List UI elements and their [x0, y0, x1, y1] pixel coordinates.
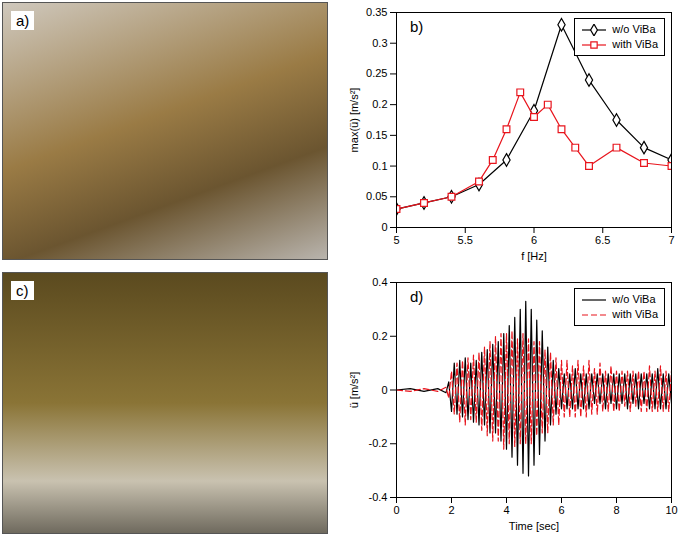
svg-text:f [Hz]: f [Hz] [521, 250, 547, 262]
html-text:with ViBa: with ViBa [612, 38, 658, 50]
svg-text:0.1: 0.1 [372, 160, 387, 172]
svg-text:0: 0 [381, 221, 387, 233]
html-text:d): d) [410, 288, 424, 305]
svg-text:5: 5 [393, 234, 399, 246]
svg-text:4: 4 [503, 504, 509, 516]
svg-text:0.2: 0.2 [372, 330, 387, 342]
svg-text:0.35: 0.35 [366, 6, 387, 18]
svg-text:0.15: 0.15 [366, 129, 387, 141]
svg-text:ü [m/s²]: ü [m/s²] [348, 372, 360, 409]
html-text:w/o ViBa: w/o ViBa [612, 23, 656, 35]
svg-text:6.5: 6.5 [595, 234, 610, 246]
svg-text:0: 0 [393, 504, 399, 516]
html-text:w/o ViBa: w/o ViBa [612, 293, 656, 305]
html-text:b): b) [410, 18, 424, 35]
svg-text:0.2: 0.2 [372, 98, 387, 110]
svg-text:6: 6 [558, 504, 564, 516]
svg-text:5.5: 5.5 [458, 234, 473, 246]
html-text:with ViBa: with ViBa [612, 308, 658, 320]
svg-text:max(ü) [m/s²]: max(ü) [m/s²] [348, 88, 360, 153]
svg-text:-0.2: -0.2 [369, 437, 388, 449]
svg-text:8: 8 [613, 504, 619, 516]
svg-text:0.3: 0.3 [372, 37, 387, 49]
svg-text:0.4: 0.4 [372, 276, 387, 288]
html-text:a): a) [16, 12, 30, 29]
html-text:c): c) [16, 282, 29, 299]
svg-text:2: 2 [448, 504, 454, 516]
svg-text:7: 7 [668, 234, 674, 246]
svg-text:-0.4: -0.4 [369, 491, 388, 503]
svg-text:0.05: 0.05 [366, 190, 387, 202]
svg-text:0.25: 0.25 [366, 67, 387, 79]
svg-text:Time [sec]: Time [sec] [509, 520, 559, 532]
svg-text:0: 0 [381, 384, 387, 396]
svg-text:10: 10 [665, 504, 677, 516]
svg-text:6: 6 [531, 234, 537, 246]
